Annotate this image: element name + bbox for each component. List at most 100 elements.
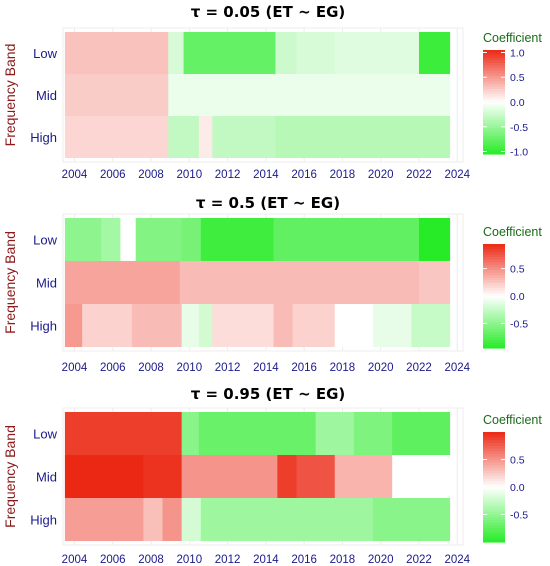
colorbar-step — [483, 277, 505, 281]
x-tick-label: 2022 — [406, 362, 432, 374]
colorbar-step — [483, 68, 505, 72]
x-tick-label: 2018 — [330, 554, 356, 566]
colorbar-step — [483, 311, 505, 315]
tile-low — [120, 218, 137, 261]
tile-mid — [64, 261, 181, 304]
panel-2: τ = 0.5 (ET ~ EG) Frequency Band Low Mid Hig… — [2, 194, 542, 374]
tile-mid — [64, 455, 144, 498]
tile-low — [64, 412, 183, 455]
colorbar-step — [483, 316, 505, 320]
tile-high — [64, 116, 169, 158]
colorbar-step — [483, 143, 505, 147]
colorbar-step — [483, 63, 505, 67]
colorbar-step — [483, 322, 505, 326]
colorbar-step — [483, 498, 505, 502]
colorbar-step — [483, 251, 505, 255]
x-tick-label: 2022 — [406, 169, 432, 181]
colorbar-step — [483, 73, 505, 77]
colorbar-step — [483, 99, 505, 103]
colorbar-step — [483, 514, 505, 518]
tile-low — [200, 218, 275, 261]
colorbar-step — [483, 470, 505, 474]
x-tick-label: 2022 — [406, 554, 432, 566]
colorbar-step — [483, 337, 505, 341]
tile-low — [418, 218, 451, 261]
x-tick-label: 2016 — [291, 554, 317, 566]
tile-high — [168, 116, 200, 158]
colorbar-step — [483, 280, 505, 284]
x-tick-label: 2008 — [138, 554, 164, 566]
colorbar-step — [483, 329, 505, 333]
colorbar-step — [483, 81, 505, 85]
colorbar-step — [483, 462, 505, 466]
colorbar-step — [483, 120, 505, 124]
colorbar-step — [483, 342, 505, 346]
tile-high — [198, 116, 213, 158]
y-tick-label: Mid — [36, 276, 57, 291]
colorbar-step — [483, 262, 505, 266]
tile-mid — [418, 261, 451, 304]
x-tick-label: 2018 — [330, 169, 356, 181]
colorbar-step — [483, 60, 505, 64]
tile-mid — [334, 455, 393, 498]
tile-high — [143, 498, 164, 541]
x-tick-label: 2006 — [100, 362, 126, 374]
colorbar-step — [483, 112, 505, 116]
colorbar-step — [483, 434, 505, 439]
x-tick-label: 2020 — [368, 554, 394, 566]
colorbar-step — [483, 50, 505, 54]
panel-title: τ = 0.5 (ET ~ EG) — [196, 194, 340, 212]
x-tick-label: 2024 — [444, 169, 470, 181]
tile-high — [162, 498, 183, 541]
tile-low — [353, 412, 393, 455]
y-tick-label: Mid — [36, 88, 57, 103]
colorbar-step — [483, 506, 505, 510]
colorbar-step — [483, 115, 505, 119]
colorbar-step — [483, 533, 505, 538]
tile-high — [334, 304, 374, 347]
colorbar-step — [483, 128, 505, 132]
colorbar-step — [483, 492, 505, 496]
x-tick-label: 2008 — [138, 169, 164, 181]
colorbar-step — [483, 249, 505, 253]
colorbar-step — [483, 528, 505, 532]
colorbar-step — [483, 517, 505, 521]
colorbar-step — [483, 293, 505, 297]
colorbar-step — [483, 133, 505, 137]
colorbar-step — [483, 314, 505, 318]
colorbar-step — [483, 296, 505, 300]
x-tick-label: 2020 — [368, 169, 394, 181]
colorbar-step — [483, 109, 505, 113]
colorbar-step — [483, 345, 505, 349]
colorbar-step — [483, 309, 505, 313]
colorbar-step — [483, 473, 505, 477]
tile-low — [181, 412, 200, 455]
colorbar-step — [483, 76, 505, 80]
x-tick-label: 2014 — [253, 362, 279, 374]
colorbar-step — [483, 257, 505, 261]
tile-mid — [179, 261, 420, 304]
colorbar-step — [483, 65, 505, 69]
x-tick-label: 2016 — [291, 362, 317, 374]
colorbar-step — [483, 285, 505, 289]
y-axis-label: Frequency Band — [2, 44, 18, 147]
legend: Coefficient 0.5 0.0 -0.5 — [483, 413, 542, 543]
colorbar-step — [483, 511, 505, 516]
tile-low — [392, 412, 451, 455]
colorbar-step — [483, 83, 505, 87]
colorbar-step — [483, 270, 505, 274]
colorbar-step — [483, 454, 505, 458]
colorbar-step — [483, 503, 505, 507]
colorbar-step — [483, 78, 505, 82]
tile-low — [135, 218, 183, 261]
y-tick-label: High — [30, 130, 57, 145]
tile-low — [273, 218, 420, 261]
colorbar-step — [483, 107, 505, 111]
colorbar-step — [483, 130, 505, 134]
y-tick-label: Mid — [36, 470, 57, 485]
y-axis-label: Frequency Band — [2, 425, 18, 528]
tile-high — [373, 304, 412, 347]
colorbar-step — [483, 522, 505, 527]
colorbar-step — [483, 332, 505, 336]
colorbar-step — [483, 70, 505, 74]
